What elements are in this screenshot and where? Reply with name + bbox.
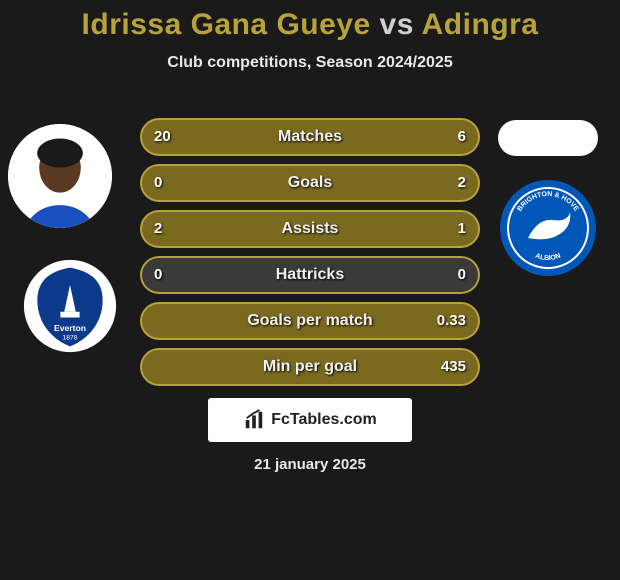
stat-bar-assists: 21Assists [140, 210, 480, 248]
chart-icon [243, 409, 265, 431]
stat-label: Matches [140, 118, 480, 156]
stats-bars: 206Matches 02Goals 21Assists 00Hattricks 0.3… [140, 118, 480, 394]
vs-text: vs [380, 8, 414, 41]
subtitle: Club competitions, Season 2024/2025 [0, 54, 620, 72]
stat-bar-matches: 206Matches [140, 118, 480, 156]
stat-label: Goals per match [140, 302, 480, 340]
svg-text:Everton: Everton [54, 323, 86, 333]
stat-bar-hattricks: 00Hattricks [140, 256, 480, 294]
player2-avatar [498, 120, 598, 156]
stat-label: Assists [140, 210, 480, 248]
branding-text: FcTables.com [271, 411, 377, 429]
stat-bar-goals: 02Goals [140, 164, 480, 202]
branding-badge: FcTables.com [208, 398, 412, 442]
page-title: Idrissa Gana Gueye vs Adingra [0, 0, 620, 42]
player1-avatar [8, 124, 112, 228]
comparison-infographic: Idrissa Gana Gueye vs Adingra Club compe… [0, 0, 620, 580]
date-text: 21 january 2025 [0, 456, 620, 473]
stat-bar-goals-per-match: 0.33Goals per match [140, 302, 480, 340]
player1-club-crest: Everton 1878 [22, 258, 118, 354]
stat-label: Min per goal [140, 348, 480, 386]
svg-text:1878: 1878 [63, 335, 78, 342]
stat-bar-min-per-goal: 435Min per goal [140, 348, 480, 386]
stat-label: Hattricks [140, 256, 480, 294]
stat-label: Goals [140, 164, 480, 202]
player2-name: Adingra [422, 8, 539, 41]
player2-club-crest: BRIGHTON & HOVE ALBION [498, 178, 598, 278]
player1-name: Idrissa Gana Gueye [82, 8, 371, 41]
